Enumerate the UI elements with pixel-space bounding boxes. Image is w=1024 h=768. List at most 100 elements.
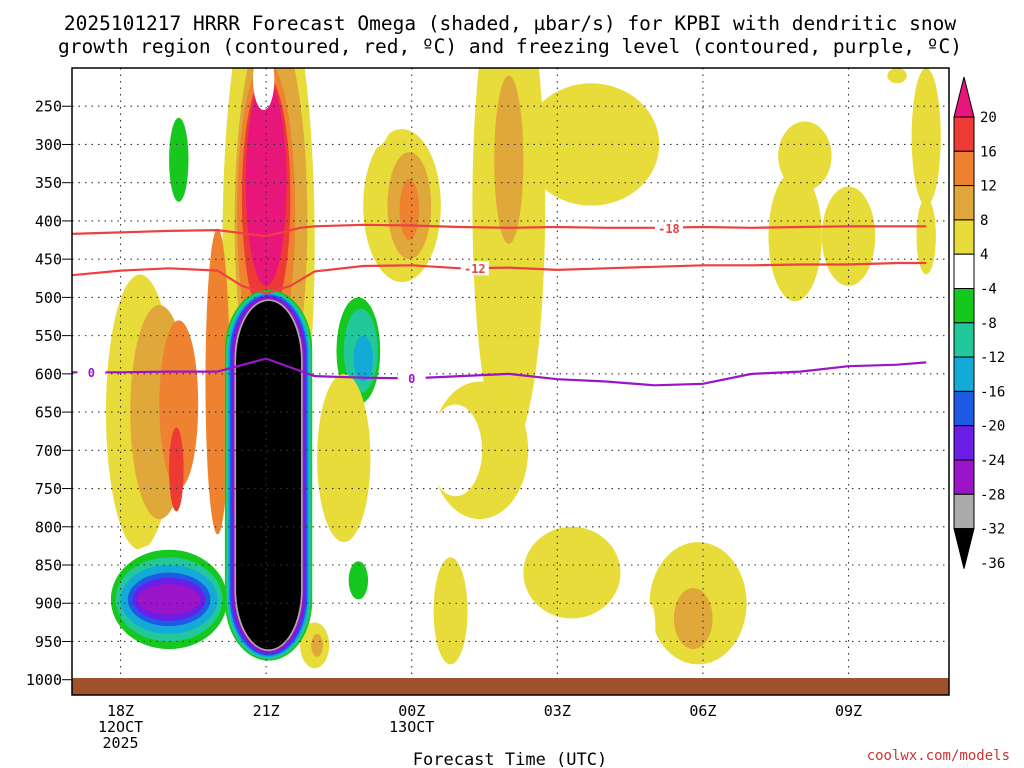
- omega-region-m4: [309, 553, 427, 646]
- colorbar-box-m28: [953, 459, 975, 495]
- omega-region-p4: [523, 526, 621, 619]
- credit-text: coolwx.com/models: [867, 748, 1010, 764]
- contour-line-2: [72, 357, 927, 387]
- contour-label-bg: [654, 221, 683, 236]
- colorbar-bottom-arrow: [953, 528, 975, 569]
- x-tick-24-line1: 13OCT: [389, 718, 434, 736]
- omega-region-m28: [137, 584, 201, 615]
- contour-label-t_minus18: -18: [658, 222, 680, 236]
- x-tick-27-line0: 03Z: [544, 702, 571, 720]
- plot-area: -18 -12 0 0: [72, 68, 949, 695]
- y-tick-550: 550: [35, 327, 62, 345]
- y-tick-1000: 1000: [26, 671, 62, 689]
- colorbar-box-p4: [953, 219, 975, 255]
- x-axis-label: Forecast Time (UTC): [413, 750, 607, 768]
- colorbar-label-p16: 16: [980, 144, 997, 160]
- omega-region-p8: [494, 75, 524, 244]
- omega-region-p4: [821, 186, 876, 286]
- y-tick-400: 400: [35, 212, 62, 230]
- colorbar-box-m24: [953, 425, 975, 461]
- colorbar-box-m20: [953, 390, 975, 427]
- y-tick-700: 700: [35, 442, 62, 460]
- omega-region-m4: [643, 603, 656, 650]
- colorbar-label-m36: -36: [980, 556, 1005, 572]
- ground-surface: [72, 678, 949, 695]
- colorbar-label-m4: -4: [980, 282, 997, 298]
- y-tick-950: 950: [35, 633, 62, 651]
- chart-title-line2: growth region (contoured, red, ºC) and f…: [58, 35, 962, 58]
- colorbar-label-p20: 20: [980, 110, 997, 126]
- colorbar-box-p8: [953, 185, 975, 221]
- omega-region-m4: [814, 511, 854, 634]
- omega-region-m4: [794, 350, 806, 413]
- omega-region-m4: [253, 68, 275, 111]
- x-tick-18-line0: 18Z: [107, 702, 134, 720]
- omega-region-p4: [317, 373, 371, 543]
- omega-region-p12: [205, 228, 230, 535]
- y-tick-850: 850: [35, 557, 62, 575]
- colorbar-label-m12: -12: [980, 350, 1005, 366]
- y-tick-300: 300: [35, 136, 62, 154]
- temperature-contours: -18 -12 0 0: [72, 221, 927, 387]
- plot-frame: [71, 67, 950, 696]
- omega-region-m4: [914, 377, 939, 447]
- omega-region-p8: [311, 633, 323, 657]
- x-tick-30-line0: 06Z: [689, 702, 716, 720]
- omega-region-m4: [571, 435, 621, 497]
- y-tick-600: 600: [35, 365, 62, 383]
- x-tick-21-line0: 21Z: [253, 702, 280, 720]
- omega-region-p4: [911, 68, 941, 206]
- colorbar-label-m28: -28: [980, 487, 1005, 503]
- colorbar-top-arrow: [953, 76, 975, 118]
- colorbar-label-m20: -20: [980, 419, 1005, 435]
- colorbar-label-m32: -32: [980, 522, 1005, 538]
- contour-line-0: [72, 223, 927, 238]
- y-tick-350: 350: [35, 174, 62, 192]
- contour-label-freezing: 0: [88, 366, 95, 380]
- core-black-region: [236, 300, 302, 650]
- omega-region-m8: [348, 561, 369, 600]
- omega-region-p16: [169, 427, 184, 512]
- contour-label-bg: [397, 371, 426, 386]
- y-tick-800: 800: [35, 518, 62, 536]
- x-tick-18-line2: 2025: [102, 734, 138, 752]
- colorbar-box-m16: [953, 356, 975, 392]
- contour-label-freezing: 0: [408, 372, 415, 386]
- omega-region-m16: [353, 335, 373, 382]
- colorbar-label-p8: 8: [980, 213, 988, 229]
- chart-title-line1: 2025101217 HRRR Forecast Omega (shaded, …: [64, 12, 956, 35]
- colorbar-label-m24: -24: [980, 453, 1005, 469]
- x-tick-24-line0: 00Z: [398, 702, 425, 720]
- contour-label-t_minus12: -12: [464, 262, 486, 276]
- y-axis-ticks: 250 300 350 400 450 500 550 600 650 700 750 800 850 9…: [26, 98, 72, 689]
- colorbar-box-m12: [953, 322, 975, 358]
- omega-region-m4: [428, 404, 483, 497]
- omega-region-p4: [916, 197, 936, 275]
- omega-region-p4: [887, 68, 907, 84]
- omega-region-p12: [399, 178, 420, 241]
- colorbar-box-m8: [953, 288, 975, 324]
- colorbar-box-p16: [953, 116, 975, 152]
- colorbar-label-p4: 4: [980, 247, 988, 263]
- colorbar: 20 16 12 8 4 -4 -8 -12 -16 -20 -24 -28 -32 -36: [953, 76, 1005, 572]
- y-tick-500: 500: [35, 289, 62, 307]
- colorbar-box-m4: [953, 253, 975, 289]
- colorbar-label-p12: 12: [980, 179, 997, 195]
- y-tick-650: 650: [35, 404, 62, 422]
- omega-region-m4: [351, 68, 395, 149]
- omega-region-p8: [673, 587, 713, 650]
- contour-label-bg: [77, 365, 106, 380]
- contour-label-bg: [460, 261, 489, 276]
- y-tick-450: 450: [35, 251, 62, 269]
- y-tick-750: 750: [35, 480, 62, 498]
- colorbar-label-m8: -8: [980, 316, 997, 332]
- y-tick-250: 250: [35, 98, 62, 116]
- contour-line-1: [72, 261, 927, 295]
- omega-region-p12: [159, 320, 199, 489]
- x-tick-33-line0: 09Z: [835, 702, 862, 720]
- x-tick-18-line1: 12OCT: [98, 718, 143, 736]
- colorbar-box-p12: [953, 150, 975, 187]
- omega-region-m8: [169, 117, 189, 202]
